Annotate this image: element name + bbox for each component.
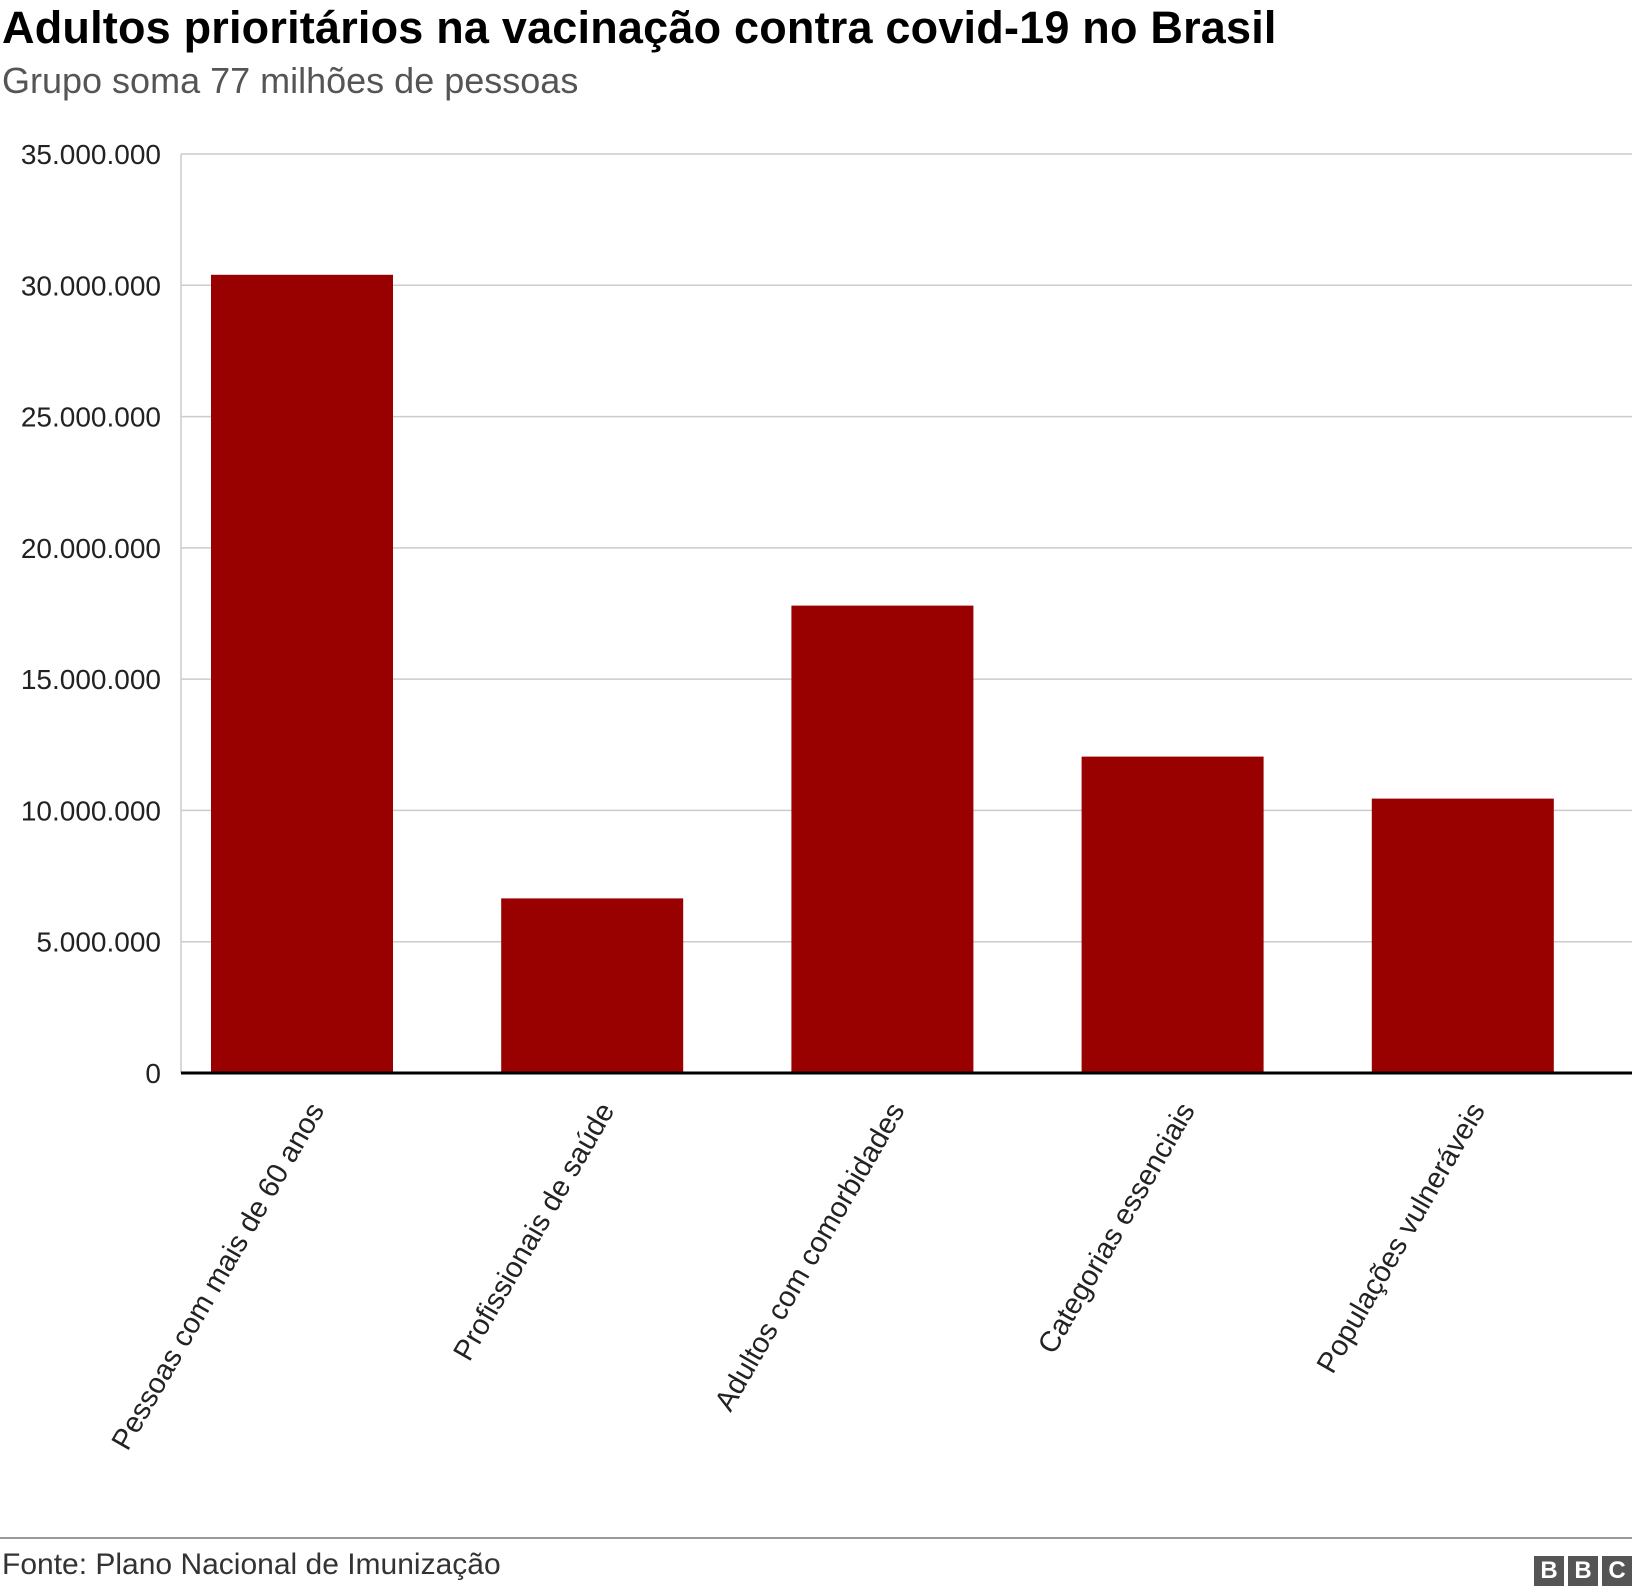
bbc-logo: B B C	[1534, 1556, 1632, 1586]
source-note: Fonte: Plano Nacional de Imunização	[2, 1548, 501, 1581]
bar	[211, 274, 393, 1074]
bar	[791, 605, 974, 1073]
x-axis-ticks: Pessoas com mais de 60 anos Profissionais…	[106, 1098, 1492, 1456]
y-tick-label: 25.000.000	[21, 402, 161, 433]
y-tick-label: 5.000.000	[36, 927, 161, 958]
y-tick-label: 30.000.000	[21, 270, 161, 301]
chart-title: Adultos prioritários na vacinação contra…	[2, 2, 1277, 53]
logo-letter-b1: B	[1534, 1556, 1564, 1586]
x-tick-label: Pessoas com mais de 60 anos	[106, 1098, 331, 1456]
bar	[501, 898, 684, 1073]
y-tick-label: 35.000.000	[21, 139, 161, 170]
y-axis-ticks: 0 5.000.000 10.000.000 15.000.000 20.000.000…	[21, 139, 161, 1089]
x-tick-label: Categorias essenciais	[1032, 1098, 1202, 1360]
chart-subtitle: Grupo soma 77 milhões de pessoas	[2, 60, 579, 101]
bar	[1081, 756, 1264, 1073]
bars	[211, 274, 1554, 1074]
y-tick-label: 0	[145, 1058, 161, 1089]
logo-letter-b2: B	[1568, 1556, 1598, 1586]
bar-chart: 0 5.000.000 10.000.000 15.000.000 20.000.000…	[21, 139, 1632, 1456]
x-tick-label: Adultos com comorbidades	[709, 1098, 912, 1417]
y-tick-label: 10.000.000	[21, 795, 161, 826]
y-tick-label: 15.000.000	[21, 664, 161, 695]
axes	[180, 154, 1632, 1075]
x-tick-label: Populações vulneráveis	[1311, 1098, 1492, 1379]
bar	[1371, 798, 1554, 1073]
x-tick-label: Profissionais de saúde	[448, 1098, 622, 1367]
y-tick-label: 20.000.000	[21, 533, 161, 564]
footer-divider	[0, 1537, 1632, 1539]
logo-letter-c: C	[1602, 1556, 1632, 1586]
